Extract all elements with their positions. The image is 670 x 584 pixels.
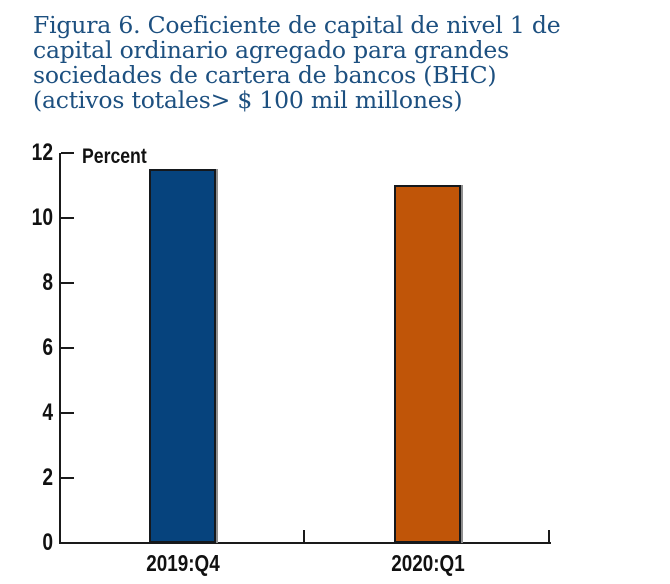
figure-title-line-4: (activos totales> $ 100 mil millones): [33, 86, 463, 114]
figure-title-line-1: Figura 6. Coeficiente de capital de nive…: [33, 11, 561, 39]
y-axis-tick: [61, 477, 74, 479]
x-axis-line: [59, 542, 551, 544]
bar-2019-q4: [149, 169, 216, 543]
x-axis-category-label: 2020:Q1: [391, 550, 465, 576]
figure-title-line-2: capital ordinario agregado para grandes: [33, 36, 509, 64]
y-axis-tick-label: 2: [42, 464, 53, 491]
x-axis-category-label: 2019:Q4: [146, 550, 220, 576]
y-axis-line: [59, 153, 61, 544]
y-axis-tick: [61, 412, 74, 414]
figure-title: Figura 6. Coeficiente de capital de nive…: [33, 11, 561, 114]
y-axis-tick: [61, 152, 74, 154]
y-axis-unit-label: Percent: [82, 145, 147, 168]
y-axis-tick-label: 8: [42, 269, 53, 296]
y-axis-tick-label: 6: [42, 334, 53, 361]
y-axis-tick: [61, 217, 74, 219]
x-axis-tick: [303, 530, 305, 543]
y-axis-tick-label: 4: [42, 399, 53, 426]
x-axis-tick: [548, 530, 550, 543]
y-axis-tick: [61, 282, 74, 284]
y-axis-tick-label: 10: [31, 204, 53, 231]
figure-title-line-3: sociedades de cartera de bancos (BHC): [33, 61, 497, 89]
y-axis-tick: [61, 542, 74, 544]
bar-2020-q1: [394, 185, 461, 543]
y-axis-tick-label: 12: [31, 139, 53, 166]
y-axis-tick: [61, 347, 74, 349]
y-axis-tick-label: 0: [42, 529, 53, 556]
